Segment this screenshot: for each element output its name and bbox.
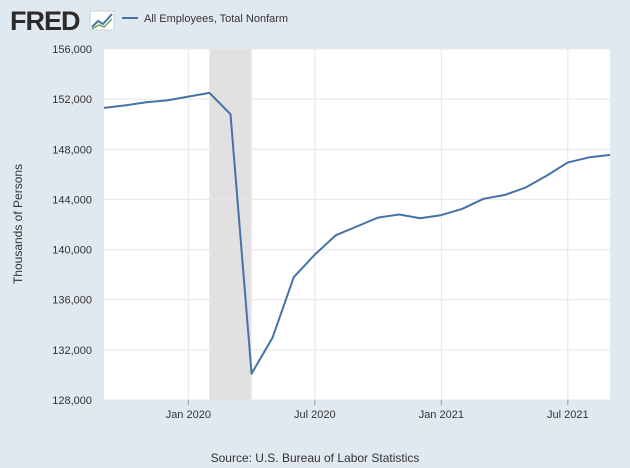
y-tick-label: 132,000 (52, 345, 92, 357)
gridlines (104, 48, 610, 401)
y-tick-label: 136,000 (52, 295, 92, 307)
x-tick-label: Jul 2021 (547, 409, 589, 421)
y-tick-label: 152,000 (52, 94, 92, 106)
y-tick-label: 128,000 (52, 395, 92, 407)
y-tick-label: 140,000 (52, 245, 92, 257)
legend: All Employees, Total Nonfarm (122, 13, 288, 25)
x-tick-label: Jan 2021 (419, 409, 464, 421)
x-tick-label: Jul 2020 (294, 409, 336, 421)
source-note: Source: U.S. Bureau of Labor Statistics (211, 451, 420, 465)
recession-shading (209, 49, 252, 400)
x-axis-ticks: Jan 2020 Jul 2020 Jan 2021 Jul 2021 (166, 400, 589, 421)
y-axis-ticks: 128,000 132,000 136,000 140,000 144,000 148,0… (52, 44, 92, 407)
x-tick-label: Jan 2020 (166, 409, 211, 421)
trend-line-icon (89, 10, 115, 31)
series-line[interactable] (103, 91, 611, 375)
y-axis-title: Thousands of Persons (11, 164, 25, 284)
fred-logo[interactable]: FRED (10, 6, 115, 36)
y-tick-label: 156,000 (52, 44, 92, 56)
recession-band (209, 49, 252, 400)
legend-label: All Employees, Total Nonfarm (144, 13, 288, 25)
fred-logo-text: FRED (10, 6, 80, 36)
series-layer (103, 91, 611, 375)
y-tick-label: 148,000 (52, 144, 92, 156)
y-tick-label: 144,000 (52, 194, 92, 206)
